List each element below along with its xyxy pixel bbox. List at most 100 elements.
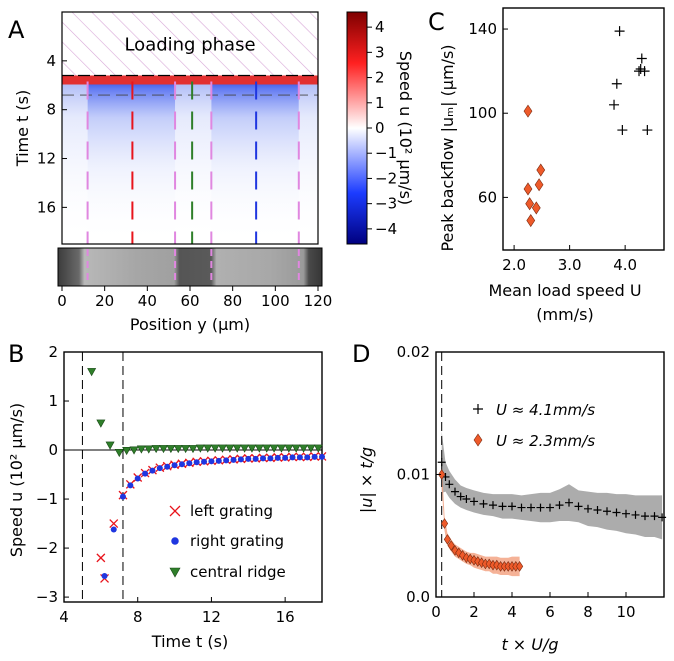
data-point [622,509,630,518]
data-point [456,492,465,501]
colorbar-tick-label: 1 [375,94,385,112]
data-point [245,455,252,462]
backflow-plot-x-label-line1: Mean load speed U [488,281,641,300]
data-point [479,499,488,508]
legend-marker [473,404,483,414]
data-point [526,213,536,228]
x-tick-label: 16 [276,608,295,626]
legend-left-grating: left grating [190,502,273,520]
data-point [201,458,208,465]
x-tick-label: 8 [583,603,593,621]
data-point [208,458,215,465]
data-point [215,457,222,464]
x-tick-label: 120 [304,292,333,310]
data-point [440,518,449,529]
data-point [129,446,139,455]
data-point [603,507,611,516]
colorbar-tick-label: 3 [375,43,385,61]
legend-marker [171,537,179,545]
x-tick-label: 12 [202,608,221,626]
x-tick-label: 40 [138,292,157,310]
data-point [523,104,533,118]
data-point [134,475,141,482]
backflow-plot: 2.0 3.0 4.0 60 100 140 [468,7,665,274]
colorbar-tick-label: 4 [375,18,385,36]
heatmap-x-ticks: 0 20 40 60 80 100 120 [57,286,332,310]
y-tick-label: 60 [478,188,497,206]
data-point [636,53,647,64]
data-point [159,445,169,454]
data-point [203,444,213,453]
data-point [508,502,516,511]
data-point [210,444,220,453]
weak-backflow-region-1 [175,75,212,244]
y-tick-label: 0.01 [397,466,430,484]
data-point [260,455,267,462]
data-point [536,503,545,512]
data-point [173,445,183,454]
micrograph-markers [86,249,300,285]
panel-d: D 0 2 4 6 8 10 0.0 0.01 0.02 t × U/g |u| × t/g U… [352,340,667,654]
data-point [151,445,161,454]
data-point [516,561,524,572]
y-tick-label: 1 [48,392,58,410]
colorbar-ticks: 4 3 2 1 0 −1 −2 −3 −4 [367,18,397,238]
legend-central-ridge: central ridge [190,563,286,581]
panel-d-letter: D [352,340,370,368]
data-point [254,444,264,453]
scaled-plot-x-label: t × U/g [501,635,558,654]
data-point [445,480,454,489]
weak-backflow-region-2 [298,75,318,244]
data-point [225,444,235,453]
legend-marker [169,505,181,517]
data-point [527,503,535,512]
data-point [282,454,289,461]
backflow-regions [62,75,318,244]
x-tick-label: 0 [431,603,441,621]
x-tick-label: 60 [180,292,199,310]
data-point [232,444,242,453]
data-point [443,534,451,545]
speed-plot: 4 8 12 16 2 1 0 −1 −2 −3 [36,343,327,626]
data-point [639,66,650,77]
panel-c: C 2.0 3.0 4.0 60 100 140 Mean load speed U (m… [428,7,665,324]
data-point [534,178,544,192]
speed-plot-legend-markers [169,505,181,578]
data-point [523,182,533,196]
panel-c-letter: C [428,8,445,36]
y-tick-label: 0 [48,441,58,459]
scaled-plot-y-label: |u| × t/g [357,447,376,513]
data-point [96,419,106,428]
panel-a-letter: A [8,16,25,44]
colorbar-tick-label: −1 [375,144,397,162]
panel-b: B 4 8 12 16 2 1 0 −1 −2 −3 Time t (s) Speed u (10… [7,340,327,651]
data-point [149,467,156,474]
legend-low-speed: U ≈ 2.3mm/s [496,432,595,450]
data-point [631,510,640,519]
x-tick-label: 20 [95,292,114,310]
data-point [101,573,108,580]
axes-frame [502,7,665,251]
data-point [304,454,311,461]
colorbar-tick-label: −4 [375,220,397,238]
speed-plot-y-label: Speed u (10² μm/s) [7,403,26,557]
data-point [612,508,621,517]
data-point [127,482,134,489]
heatmap-frame [61,11,319,245]
y-tick-label: 100 [468,104,497,122]
colorbar [346,11,368,245]
data-point [459,550,467,561]
data-point [164,463,171,470]
data-point [96,553,106,563]
data-point [247,444,257,453]
data-point [223,457,230,464]
data-point [593,506,602,515]
legend-marker [473,433,483,447]
x-tick-label: 8 [133,608,143,626]
data-point [171,462,178,469]
data-point [470,497,478,506]
data-point [291,444,301,453]
x-tick-label: 0 [57,292,67,310]
data-point [109,519,119,529]
data-point [105,441,115,450]
